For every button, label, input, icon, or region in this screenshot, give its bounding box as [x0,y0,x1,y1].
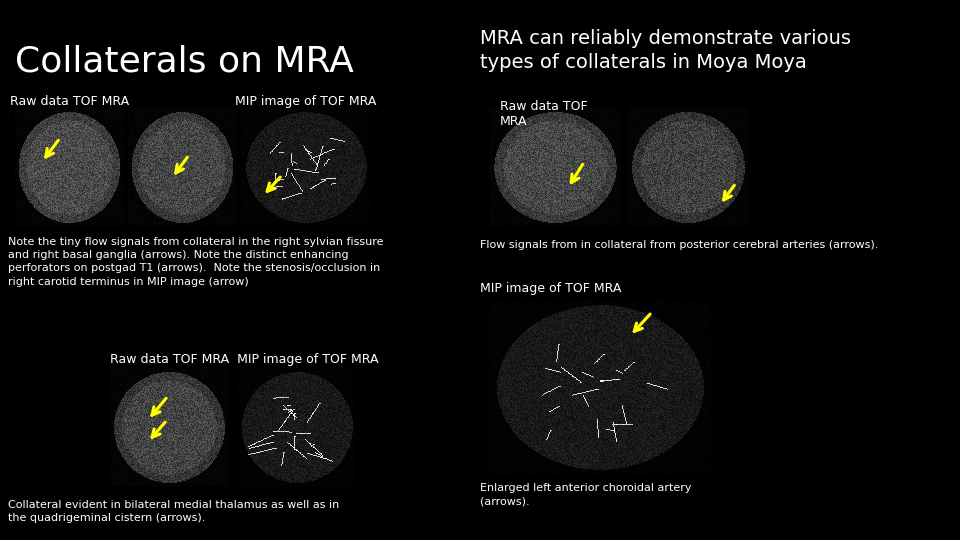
Text: types of collaterals in Moya Moya: types of collaterals in Moya Moya [480,52,806,71]
Text: Raw data TOF MRA  MIP image of TOF MRA: Raw data TOF MRA MIP image of TOF MRA [110,353,378,366]
Text: MIP image of TOF MRA: MIP image of TOF MRA [235,95,376,108]
Text: Flow signals from in collateral from posterior cerebral arteries (arrows).: Flow signals from in collateral from pos… [480,240,878,250]
Text: Collaterals on MRA: Collaterals on MRA [15,45,354,79]
Text: Raw data TOF
MRA: Raw data TOF MRA [500,100,588,128]
Text: MIP image of TOF MRA: MIP image of TOF MRA [480,282,621,295]
Text: Note the tiny flow signals from collateral in the right sylvian fissure
and righ: Note the tiny flow signals from collater… [8,237,383,287]
Text: MRA can reliably demonstrate various: MRA can reliably demonstrate various [480,29,851,48]
Text: Enlarged left anterior choroidal artery
(arrows).: Enlarged left anterior choroidal artery … [480,483,691,506]
Text: Collateral evident in bilateral medial thalamus as well as in
the quadrigeminal : Collateral evident in bilateral medial t… [8,500,339,523]
Text: Raw data TOF MRA: Raw data TOF MRA [11,95,130,108]
